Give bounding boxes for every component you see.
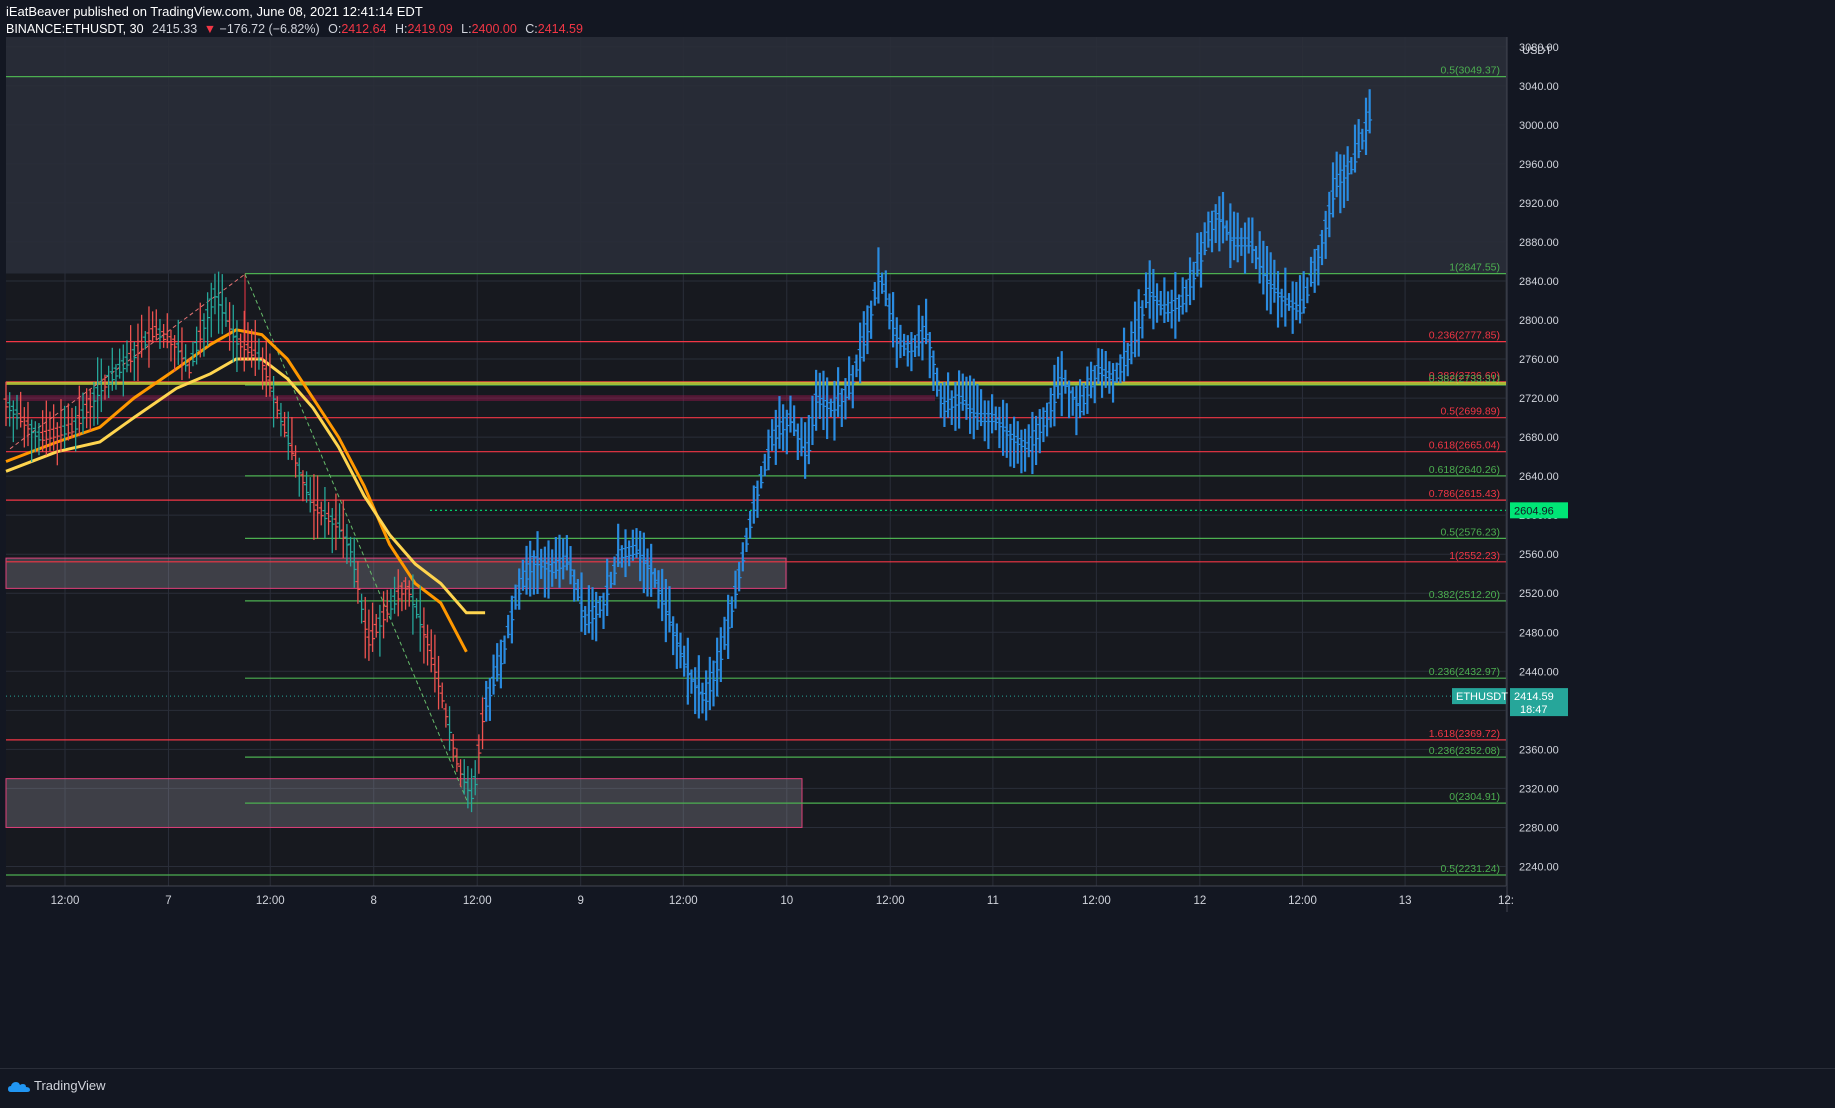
- high-value: 2419.09: [407, 22, 453, 36]
- fib-level-label: 0.5(3049.37): [1440, 65, 1500, 77]
- fib-level-label: 0.5(2699.89): [1440, 406, 1500, 418]
- price-tick-label: 3040.00: [1519, 81, 1559, 93]
- price-tick-label: 2800.00: [1519, 315, 1559, 327]
- fib-level-label: 0.5(2231.24): [1440, 863, 1500, 875]
- fib-level-label: 0.5(2576.23): [1440, 526, 1500, 538]
- time-tick-label: 10: [780, 895, 793, 907]
- publisher-text: iEatBeaver published on TradingView.com,…: [6, 4, 423, 19]
- price-tick-label: 2720.00: [1519, 393, 1559, 405]
- current-price-tag: [1510, 688, 1568, 717]
- time-tick-label: 11: [987, 895, 999, 907]
- time-tick-label: 12:00: [1288, 895, 1317, 907]
- alert-price-text: 2604.96: [1514, 505, 1554, 517]
- brand-name: TradingView: [34, 1078, 106, 1093]
- low-value: 2400.00: [471, 22, 517, 36]
- price-tick-label: 2240.00: [1519, 861, 1559, 873]
- time-tick-label: 7: [165, 895, 171, 907]
- fib-level-label: 0.382(2512.20): [1429, 589, 1500, 601]
- price-tick-label: 2760.00: [1519, 354, 1559, 366]
- resistance-band: [6, 395, 935, 401]
- price-tick-label: 2640.00: [1519, 471, 1559, 483]
- time-tick-label: 13: [1399, 895, 1412, 907]
- bar-countdown-text: 18:47: [1520, 704, 1548, 716]
- time-tick-label: 12:00: [876, 895, 905, 907]
- open-value: 2412.64: [341, 22, 387, 36]
- fib-level-label: 1.618(2369.72): [1429, 728, 1500, 740]
- fib-level-label: 0.236(2352.08): [1429, 745, 1500, 757]
- price-tick-label: 2280.00: [1519, 822, 1559, 834]
- open-label: O:: [328, 22, 342, 36]
- time-tick-label: 12:00: [51, 895, 80, 907]
- fib-level-label: 0.382(2736.60): [1429, 370, 1500, 382]
- high-label: H:: [394, 22, 408, 36]
- price-tick-label: 2360.00: [1519, 744, 1559, 756]
- moving-average-orange: [5, 328, 468, 653]
- price-tick-label: 2560.00: [1519, 549, 1559, 561]
- moving-average-yellow: [5, 357, 486, 615]
- price-tick-label: 2480.00: [1519, 627, 1559, 639]
- time-tick-label: 9: [577, 895, 583, 907]
- down-arrow-icon: ▼: [203, 22, 217, 36]
- fib-level-label: 0.618(2640.26): [1429, 464, 1500, 476]
- last-price: 2415.33: [152, 22, 198, 36]
- footer: TradingView: [0, 1068, 1835, 1104]
- price-tick-label: 3000.00: [1519, 120, 1559, 132]
- price-tick-label: 2840.00: [1519, 276, 1559, 288]
- price-tick-label: 3080.00: [1519, 42, 1559, 54]
- price-tick-label: 2960.00: [1519, 159, 1559, 171]
- time-tick-label: 12:: [1498, 895, 1514, 907]
- current-price-text: 2414.59: [1514, 691, 1554, 703]
- price-tick-label: 2520.00: [1519, 588, 1559, 600]
- time-tick-label: 12:00: [463, 895, 492, 907]
- close-label: C:: [525, 22, 538, 36]
- price-tick-label: 2920.00: [1519, 198, 1559, 210]
- price-tick-label: 2680.00: [1519, 432, 1559, 444]
- symbol-tag-text: ETHUSDT: [1456, 691, 1508, 703]
- time-tick-label: 12:00: [669, 895, 698, 907]
- alert-price-tag: [1510, 502, 1568, 519]
- upper-range-shading: [6, 37, 1506, 274]
- trend-line-down: [244, 273, 469, 804]
- fib-level-label: 1(2847.55): [1449, 262, 1500, 274]
- fib-level-label: 0(2304.91): [1449, 791, 1500, 803]
- lower-range-shading: [6, 273, 1506, 886]
- supply-zone: [5, 557, 787, 589]
- price-change: −176.72 (−6.82%): [219, 22, 320, 36]
- fib-level-label: 0.236(2777.85): [1429, 330, 1500, 342]
- price-tick-label: 2880.00: [1519, 237, 1559, 249]
- fib-level-label: 0.786(2615.43): [1429, 488, 1500, 500]
- time-tick-label: 12: [1193, 895, 1206, 907]
- time-tick-label: 12:00: [1082, 895, 1111, 907]
- symbol-label[interactable]: BINANCE:ETHUSDT, 30: [6, 22, 144, 36]
- fib-level-label: 0.618(2665.04): [1429, 440, 1500, 452]
- time-tick-label: 12:00: [256, 895, 285, 907]
- tradingview-cloud-icon: [8, 1081, 30, 1092]
- ohlc-legend: BINANCE:ETHUSDT, 30 2415.33 ▼ −176.72 (−…: [6, 21, 588, 37]
- low-label: L:: [461, 22, 472, 36]
- fib-level-label: 0.236(2432.97): [1429, 666, 1500, 678]
- symbol-price-tag: [1452, 688, 1506, 705]
- price-tick-label: 2320.00: [1519, 783, 1559, 795]
- currency-label: USDT: [1522, 45, 1552, 57]
- publisher-line: iEatBeaver published on TradingView.com,…: [6, 4, 423, 20]
- fib-level-label: 1(2552.23): [1449, 550, 1500, 562]
- tradingview-logo[interactable]: TradingView: [8, 1078, 106, 1094]
- close-value: 2414.59: [537, 22, 583, 36]
- time-tick-label: 8: [371, 895, 377, 907]
- price-tick-label: 2440.00: [1519, 666, 1559, 678]
